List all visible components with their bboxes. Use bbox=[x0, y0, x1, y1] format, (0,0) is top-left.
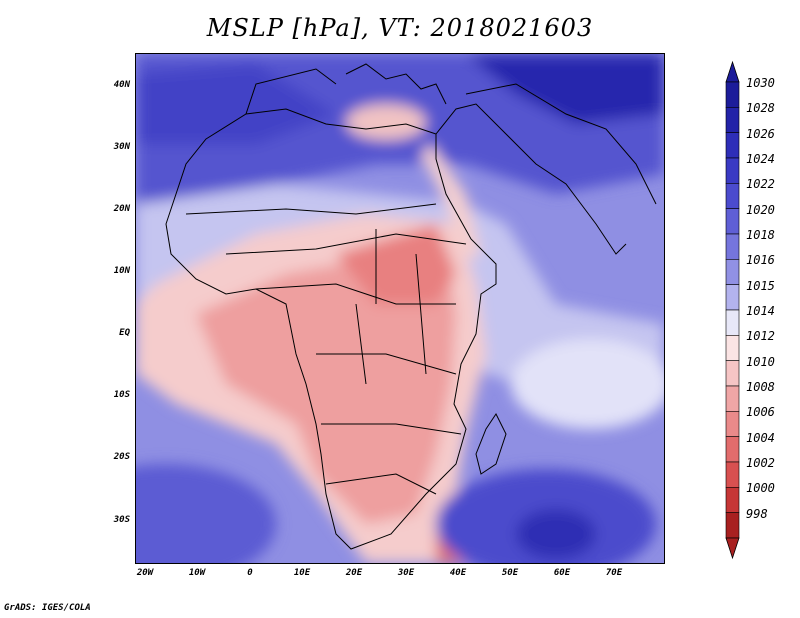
colorbar-swatch bbox=[725, 233, 740, 260]
colorbar-label: 1016 bbox=[746, 253, 775, 268]
lat-label-10s: 10S bbox=[113, 390, 130, 400]
colorbar-arrow-down bbox=[725, 537, 740, 560]
colorbar-swatch bbox=[725, 183, 740, 209]
lon-label-20w: 20W bbox=[136, 568, 154, 578]
lat-label-40n: 40N bbox=[113, 80, 130, 90]
lat-label-20s: 20S bbox=[113, 452, 130, 462]
colorbar-swatch bbox=[725, 487, 740, 513]
colorbar-label: 1030 bbox=[746, 76, 775, 90]
colorbar-label: 1008 bbox=[746, 380, 775, 394]
colorbar-label: 1018 bbox=[746, 228, 775, 242]
colorbar-label: 1010 bbox=[746, 354, 775, 369]
lon-label-60e: 60E bbox=[553, 568, 571, 578]
colorbar-swatch bbox=[725, 208, 740, 235]
colorbar-label: 1006 bbox=[746, 405, 775, 420]
mslp-map bbox=[135, 53, 665, 564]
colorbar-label: 1004 bbox=[746, 430, 775, 445]
colorbar-label: 1015 bbox=[746, 278, 775, 293]
lon-label-70e: 70E bbox=[605, 568, 623, 578]
colorbar-label: 1020 bbox=[746, 202, 775, 217]
lat-label-eq: EQ bbox=[119, 328, 130, 338]
coastlines bbox=[165, 63, 657, 550]
colorbar-label: 1028 bbox=[746, 101, 775, 116]
lon-label-50e: 50E bbox=[501, 568, 519, 578]
colorbar-swatch bbox=[725, 107, 740, 133]
lon-label-0: 0 bbox=[247, 568, 253, 578]
colorbar-swatch bbox=[725, 360, 740, 387]
mslp-field bbox=[136, 54, 664, 563]
lat-label-30s: 30S bbox=[113, 515, 130, 525]
lon-label-20e: 20E bbox=[345, 568, 363, 578]
colorbar-swatch bbox=[725, 436, 740, 463]
lat-label-10n: 10N bbox=[113, 266, 130, 276]
lon-label-30e: 30E bbox=[397, 568, 415, 578]
colorbar-swatch bbox=[725, 132, 740, 159]
colorbar-swatch bbox=[725, 284, 740, 311]
footer-credit: GrADS: IGES/COLA bbox=[4, 603, 91, 613]
colorbar-swatch bbox=[725, 335, 740, 361]
colorbar-swatch bbox=[725, 259, 740, 285]
colorbar-swatch bbox=[725, 157, 740, 184]
colorbar-swatch bbox=[725, 512, 740, 539]
lat-label-30n: 30N bbox=[113, 142, 130, 152]
colorbar-swatch bbox=[725, 461, 740, 488]
lon-label-10w: 10W bbox=[188, 568, 206, 578]
lon-label-40e: 40E bbox=[449, 568, 467, 578]
colorbar-label: 1000 bbox=[746, 481, 775, 496]
colorbar-swatch bbox=[725, 309, 740, 336]
colorbar-label: 1022 bbox=[746, 177, 775, 192]
colorbar-label: 1014 bbox=[746, 304, 775, 318]
colorbar-label: 1026 bbox=[746, 126, 775, 141]
colorbar-label: 1012 bbox=[746, 329, 775, 344]
colorbar-label: 998 bbox=[746, 506, 768, 521]
colorbar-label: 1002 bbox=[746, 456, 775, 470]
colorbar-swatch bbox=[725, 81, 740, 108]
lon-label-10e: 10E bbox=[293, 568, 311, 578]
colorbar bbox=[725, 60, 740, 560]
colorbar-swatch bbox=[725, 411, 740, 437]
lat-label-20n: 20N bbox=[113, 204, 130, 214]
colorbar-swatch bbox=[725, 385, 740, 412]
colorbar-label: 1024 bbox=[746, 152, 775, 166]
colorbar-arrow-up bbox=[725, 60, 740, 83]
map-title: MSLP [hPa], VT: 2018021603 bbox=[206, 14, 594, 42]
